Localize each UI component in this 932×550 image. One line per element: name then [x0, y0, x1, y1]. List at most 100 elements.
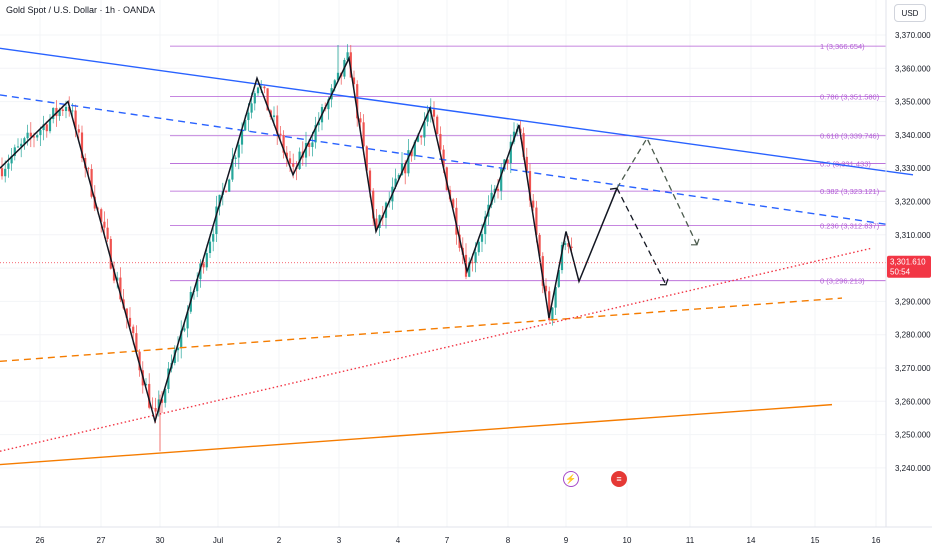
candle-body — [176, 347, 180, 351]
candle-body — [551, 307, 554, 321]
candle-body — [58, 109, 61, 117]
candle-body — [29, 132, 32, 137]
price-tick-label: 3,320.000 — [895, 198, 931, 207]
fib-level-label: 0.382 (3,323.121) — [820, 187, 880, 196]
candle-body — [311, 142, 314, 147]
symbol-title: Gold Spot / U.S. Dollar · 1h · OANDA — [6, 5, 156, 15]
price-tick-label: 3,370.000 — [895, 31, 931, 40]
projection-path — [616, 187, 667, 286]
candle-body — [477, 241, 480, 253]
price-tick-label: 3,330.000 — [895, 164, 931, 173]
time-tick-label: 4 — [396, 536, 401, 545]
candle-body — [404, 163, 407, 174]
time-tick-label: 26 — [36, 536, 45, 545]
price-tick-label: 3,340.000 — [895, 131, 931, 140]
time-tick-label: 8 — [506, 536, 511, 545]
candle-body — [23, 138, 26, 144]
us-flag-event-icon[interactable]: ≡ — [611, 471, 627, 487]
candle-body — [560, 245, 564, 271]
candle-body — [308, 143, 311, 147]
candle-body — [64, 106, 68, 112]
candle-body — [260, 86, 263, 88]
candle-body — [349, 52, 352, 78]
trendline-solid — [0, 403, 833, 466]
candle-body — [263, 86, 266, 89]
chart-grid — [0, 0, 886, 527]
candle-body — [528, 171, 532, 201]
candle-body — [119, 277, 122, 300]
candle-body — [215, 206, 218, 235]
candle-body — [564, 243, 567, 246]
candle-body — [445, 167, 448, 190]
candle-body — [567, 243, 570, 247]
currency-button[interactable]: USD — [894, 4, 926, 22]
candle-body — [525, 156, 528, 172]
candle-body — [10, 155, 13, 164]
candle-body — [548, 291, 551, 321]
candle-body — [359, 118, 362, 123]
candle-body — [436, 116, 439, 134]
time-tick-label: 11 — [686, 536, 695, 545]
time-tick-label: 14 — [747, 536, 756, 545]
candle-body — [4, 168, 7, 177]
candle-body — [423, 121, 426, 138]
candle-body — [186, 311, 189, 329]
candle-body — [544, 285, 548, 292]
candle-body — [365, 146, 368, 171]
candle-body — [327, 99, 330, 110]
fib-level-label: 0.236 (3,312.837) — [820, 221, 880, 230]
price-tick-label: 3,250.000 — [895, 431, 931, 440]
candle-body — [420, 136, 423, 138]
candle-body — [490, 192, 493, 205]
candle-body — [180, 330, 183, 348]
projection-arrowhead — [660, 278, 669, 286]
candle-body — [103, 221, 106, 228]
candle-body — [36, 135, 39, 138]
candle-body — [16, 146, 20, 148]
candle-body — [151, 407, 154, 409]
candle-body — [247, 112, 250, 121]
candle-body — [570, 246, 573, 248]
time-tick-label: Jul — [213, 536, 223, 545]
candle-body — [212, 234, 215, 242]
candle-body — [20, 143, 23, 147]
wave-arrowhead — [609, 187, 619, 196]
candle-body — [362, 122, 365, 147]
candle-body — [244, 120, 247, 131]
candle-body — [96, 208, 100, 210]
candle-body — [234, 157, 237, 159]
candle-body — [288, 158, 292, 164]
candle-body — [442, 149, 445, 168]
candle-body — [439, 133, 442, 150]
candle-body — [541, 256, 544, 286]
trendline-dotted — [0, 247, 873, 452]
candle-body — [532, 200, 535, 208]
candle-body — [202, 263, 205, 268]
candle-body — [522, 133, 525, 157]
last-price-label-bg — [887, 255, 931, 278]
candle-body — [228, 179, 231, 192]
time-tick-label: 30 — [156, 536, 165, 545]
candle-body — [317, 122, 320, 126]
candle-body — [45, 124, 48, 132]
candle-body — [407, 150, 410, 174]
candle-body — [538, 234, 541, 257]
price-tick-label: 3,290.000 — [895, 297, 931, 306]
candle-body — [256, 87, 260, 94]
candle-body — [432, 109, 436, 117]
candle-body — [282, 135, 285, 153]
wave-path — [0, 55, 618, 425]
fib-level-label: 0.786 (3,351.580) — [820, 92, 880, 101]
lightning-event-icon[interactable]: ⚡ — [563, 471, 579, 487]
candle-body — [410, 150, 413, 157]
candle-body — [135, 333, 138, 352]
candle-body — [535, 207, 538, 235]
candle-body — [285, 152, 288, 159]
candle-body — [208, 241, 212, 254]
candle-body — [74, 110, 77, 130]
candle-body — [314, 125, 317, 143]
candle-body — [557, 270, 560, 287]
candle-body — [106, 227, 109, 239]
candle-body — [125, 308, 128, 318]
